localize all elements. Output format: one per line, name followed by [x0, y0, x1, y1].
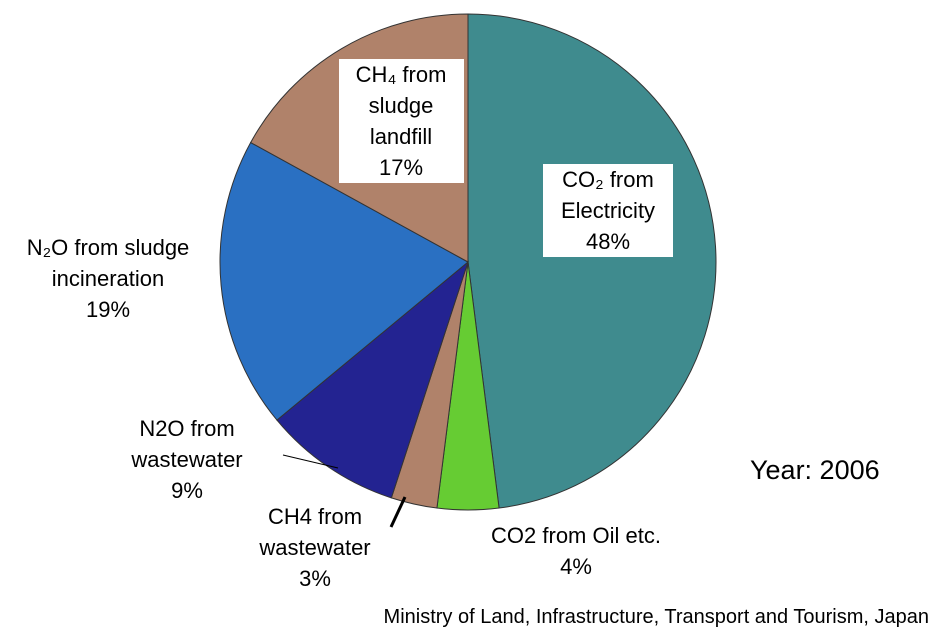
category-label: CH4 from wastewater — [259, 504, 371, 560]
slice-label: N2O from wastewater 9% — [112, 413, 262, 506]
category-label: CO₂ from Electricity — [560, 167, 656, 223]
wedge — [467, 13, 717, 509]
category-label: N₂O from sludge incineration — [26, 235, 190, 291]
slice-label: N₂O from sludge incineration 19% — [1, 232, 216, 325]
leader-line — [389, 496, 407, 528]
leader-line — [282, 454, 339, 469]
slice-label: CO2 from Oil etc. 4% — [456, 520, 696, 582]
value-label: 3% — [299, 566, 331, 591]
slice-label: CH₄ from sludge landfill 17% — [338, 59, 464, 183]
value-label: 4% — [560, 554, 592, 579]
category-label: CO2 from Oil etc. — [491, 523, 661, 548]
wedge — [219, 141, 469, 421]
annotation: Year: 2006 — [750, 455, 880, 485]
source: Ministry of Land, Infrastructure, Transp… — [383, 606, 929, 628]
wedge — [276, 260, 470, 499]
value-label: 48% — [585, 229, 631, 254]
slice-label: CH4 from wastewater 3% — [240, 501, 390, 594]
value-label: 17% — [378, 155, 424, 180]
category-label: N2O from wastewater — [131, 416, 243, 472]
category-label: CH₄ from sludge landfill — [355, 62, 447, 149]
value-label: 19% — [85, 297, 131, 322]
slice-label: CO₂ from Electricity 48% — [543, 164, 673, 257]
value-label: 9% — [171, 478, 203, 503]
